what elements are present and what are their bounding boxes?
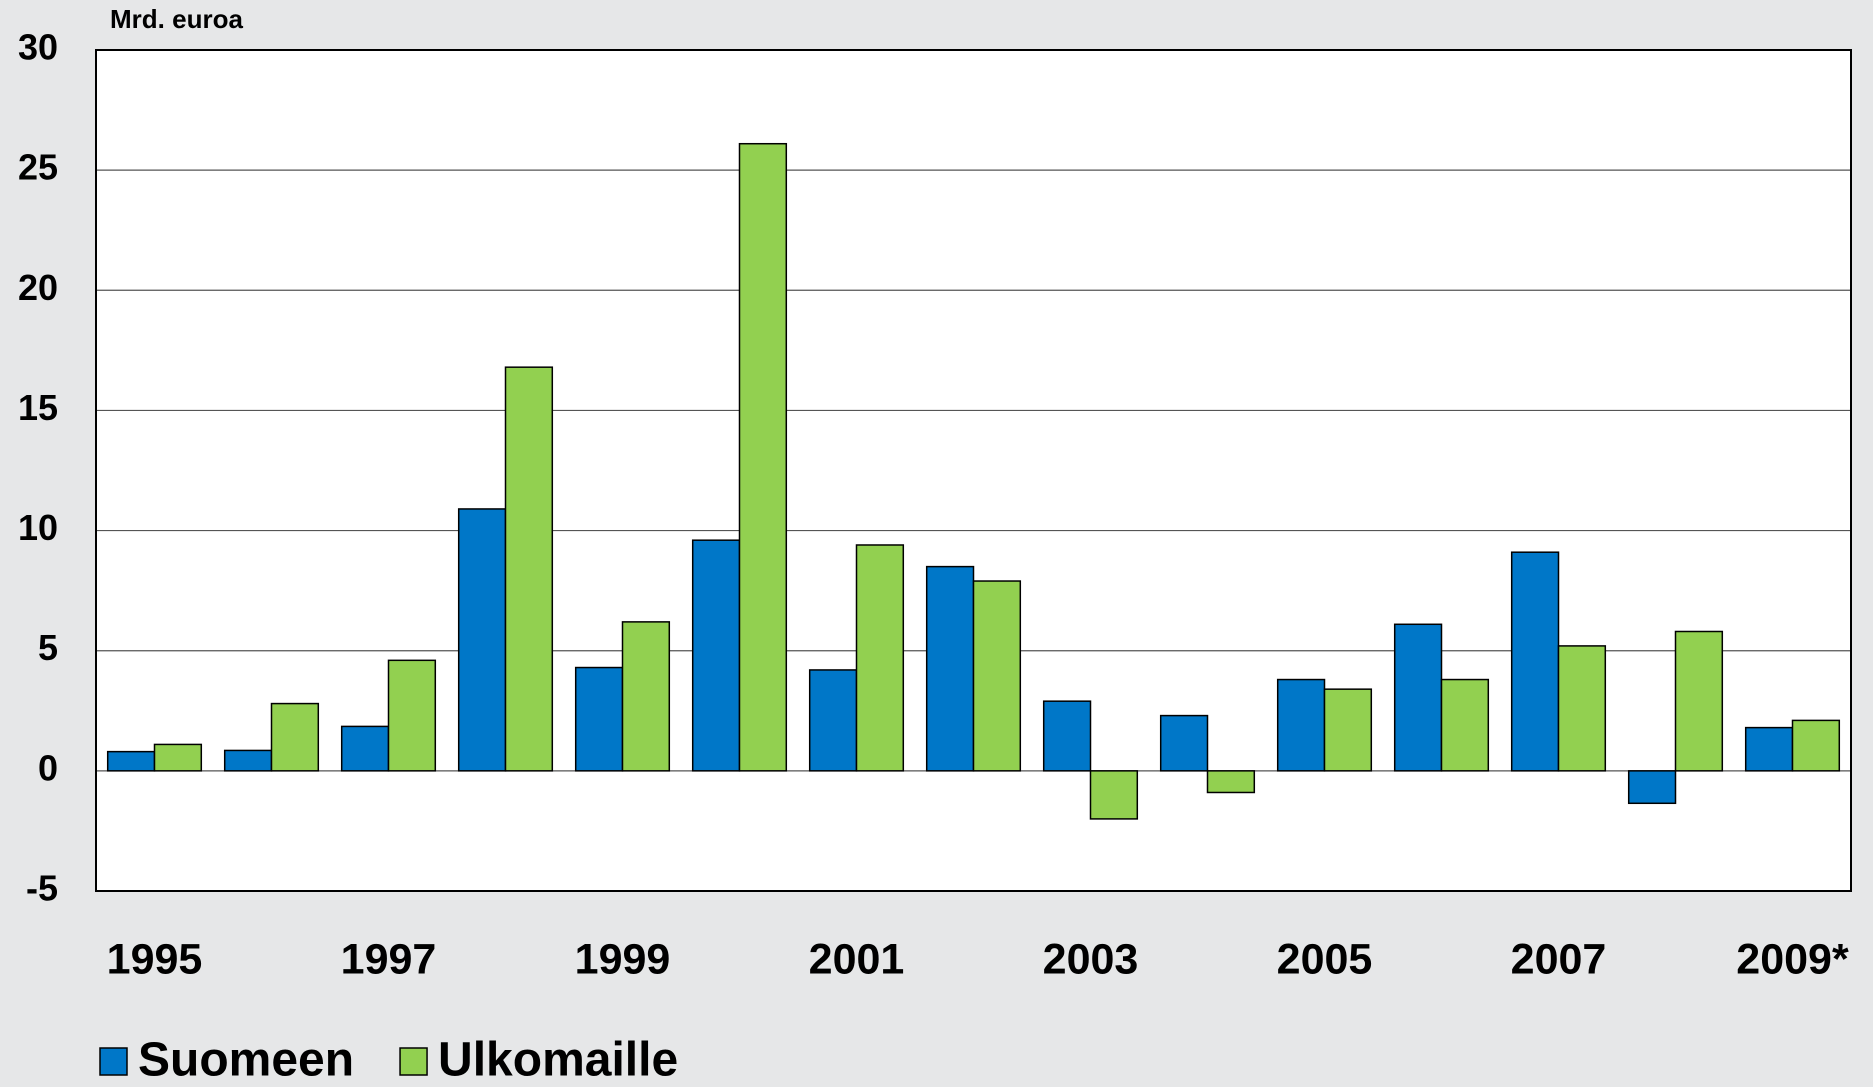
bar	[1042, 700, 1092, 772]
bar	[457, 508, 507, 772]
bar	[1206, 770, 1256, 794]
y-tick-label: 15	[18, 387, 58, 428]
bar	[738, 142, 788, 772]
bar	[925, 565, 975, 772]
bar	[1744, 726, 1794, 772]
bar	[1627, 770, 1677, 805]
bar	[387, 659, 437, 772]
bar	[340, 725, 390, 772]
bar	[621, 621, 671, 772]
bar	[691, 539, 741, 772]
y-tick-label: -5	[26, 868, 58, 909]
y-tick-label: 20	[18, 267, 58, 308]
y-axis-label: Mrd. euroa	[110, 4, 243, 34]
plot-border	[95, 49, 1852, 892]
bar	[1674, 630, 1724, 772]
x-tick-label: 2009*	[1736, 935, 1849, 983]
y-tick-label: 0	[38, 747, 58, 788]
y-tick-label: 25	[18, 147, 58, 188]
bar	[972, 580, 1022, 772]
bar	[1323, 688, 1373, 772]
x-tick-label: 1997	[341, 935, 437, 983]
y-tick-label: 30	[18, 27, 58, 68]
bar	[270, 702, 320, 772]
legend-label: Ulkomaille	[438, 1034, 678, 1087]
x-tick-label: 1995	[107, 935, 203, 983]
bar	[1440, 678, 1490, 772]
bar	[504, 366, 554, 772]
bar	[1393, 623, 1443, 772]
legend-label: Suomeen	[138, 1034, 354, 1087]
bar	[574, 666, 624, 772]
x-tick-label: 2003	[1043, 935, 1139, 983]
bar	[1276, 678, 1326, 772]
bar	[1159, 714, 1209, 772]
x-tick-label: 2001	[809, 935, 905, 983]
bar	[1791, 719, 1841, 772]
x-tick-label: 2005	[1277, 935, 1373, 983]
x-tick-label: 1999	[575, 935, 671, 983]
bar	[1510, 551, 1560, 772]
bar	[1089, 770, 1139, 820]
bar	[808, 669, 858, 772]
bar	[153, 743, 203, 772]
bar	[1557, 645, 1607, 772]
bar	[855, 544, 905, 772]
bar	[223, 749, 273, 772]
legend-swatch	[99, 1047, 128, 1076]
bar	[106, 750, 156, 772]
legend-swatch	[399, 1047, 428, 1076]
y-tick-label: 10	[18, 507, 58, 548]
y-tick-label: 5	[38, 627, 58, 668]
x-tick-label: 2007	[1511, 935, 1607, 983]
